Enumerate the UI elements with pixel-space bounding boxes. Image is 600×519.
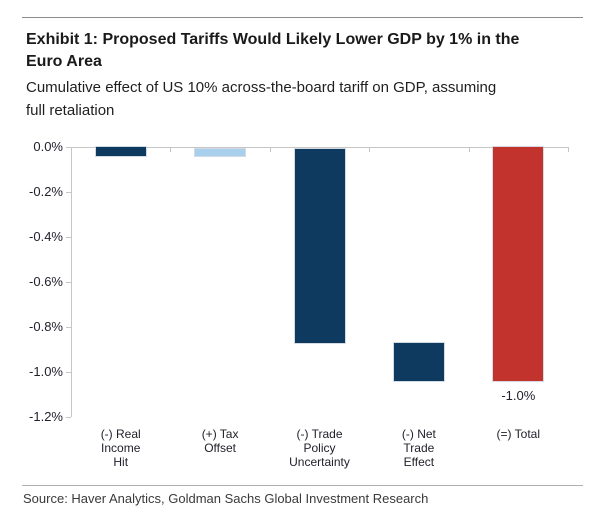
bar-data-label-total: -1.0%	[501, 388, 536, 403]
y-axis-tick-label: -0.4%	[29, 228, 63, 244]
y-axis-tick	[66, 326, 71, 328]
y-axis-tick-label: -1.2%	[29, 409, 63, 425]
chart-subtitle-line-1: Cumulative effect of US 10% across-the-b…	[26, 79, 497, 96]
x-axis-tick	[369, 146, 371, 152]
y-axis-tick-label: -0.8%	[29, 318, 63, 334]
bar-net-trade-effect	[393, 342, 444, 381]
x-axis-zero-line	[71, 146, 568, 148]
y-axis-tick-label: 0.0%	[33, 138, 63, 154]
x-axis-category-label-net-trade-effect: (-) Net Trade Effect	[401, 427, 436, 469]
x-axis-category-label-real-income-hit: (-) Real Income Hit	[100, 427, 141, 469]
x-axis-tick	[170, 146, 172, 152]
y-axis-tick-label: -0.6%	[29, 273, 63, 289]
exhibit-title-line-1: Exhibit 1: Proposed Tariffs Would Likely…	[26, 31, 520, 48]
exhibit-title: Exhibit 1: Proposed Tariffs Would Likely…	[26, 29, 591, 73]
bar-real-income-hit	[95, 146, 146, 156]
y-axis-tick	[66, 236, 71, 238]
x-axis-category-label-trade-policy-uncertainty: (-) Trade Policy Uncertainty	[289, 427, 350, 469]
exhibit-title-line-2: Euro Area	[26, 53, 102, 70]
bar-total	[493, 146, 544, 381]
chart-subtitle-line-2: full retaliation	[26, 102, 115, 119]
y-axis-tick	[66, 417, 71, 419]
x-axis-tick	[468, 146, 470, 152]
chart-subtitle: Cumulative effect of US 10% across-the-b…	[26, 76, 591, 122]
x-axis-tick	[568, 146, 569, 152]
x-axis-tick	[269, 146, 271, 152]
bottom-divider	[22, 485, 583, 486]
top-divider	[22, 17, 583, 18]
x-axis-category-label-total: (=) Total	[496, 427, 541, 441]
bar-tax-offset	[195, 148, 246, 156]
x-axis-category-label-tax-offset: (+) Tax Offset	[201, 427, 239, 455]
y-axis-tick	[66, 281, 71, 283]
y-axis-tick	[66, 146, 71, 148]
y-axis-tick-label: -1.0%	[29, 364, 63, 379]
y-axis-tick	[66, 191, 71, 193]
y-axis-tick	[66, 372, 71, 373]
bar-trade-policy-uncertainty	[294, 148, 345, 343]
y-axis-tick-label: -0.2%	[29, 183, 63, 199]
y-axis-line	[71, 146, 72, 418]
source-line: Source: Haver Analytics, Goldman Sachs G…	[23, 491, 429, 506]
